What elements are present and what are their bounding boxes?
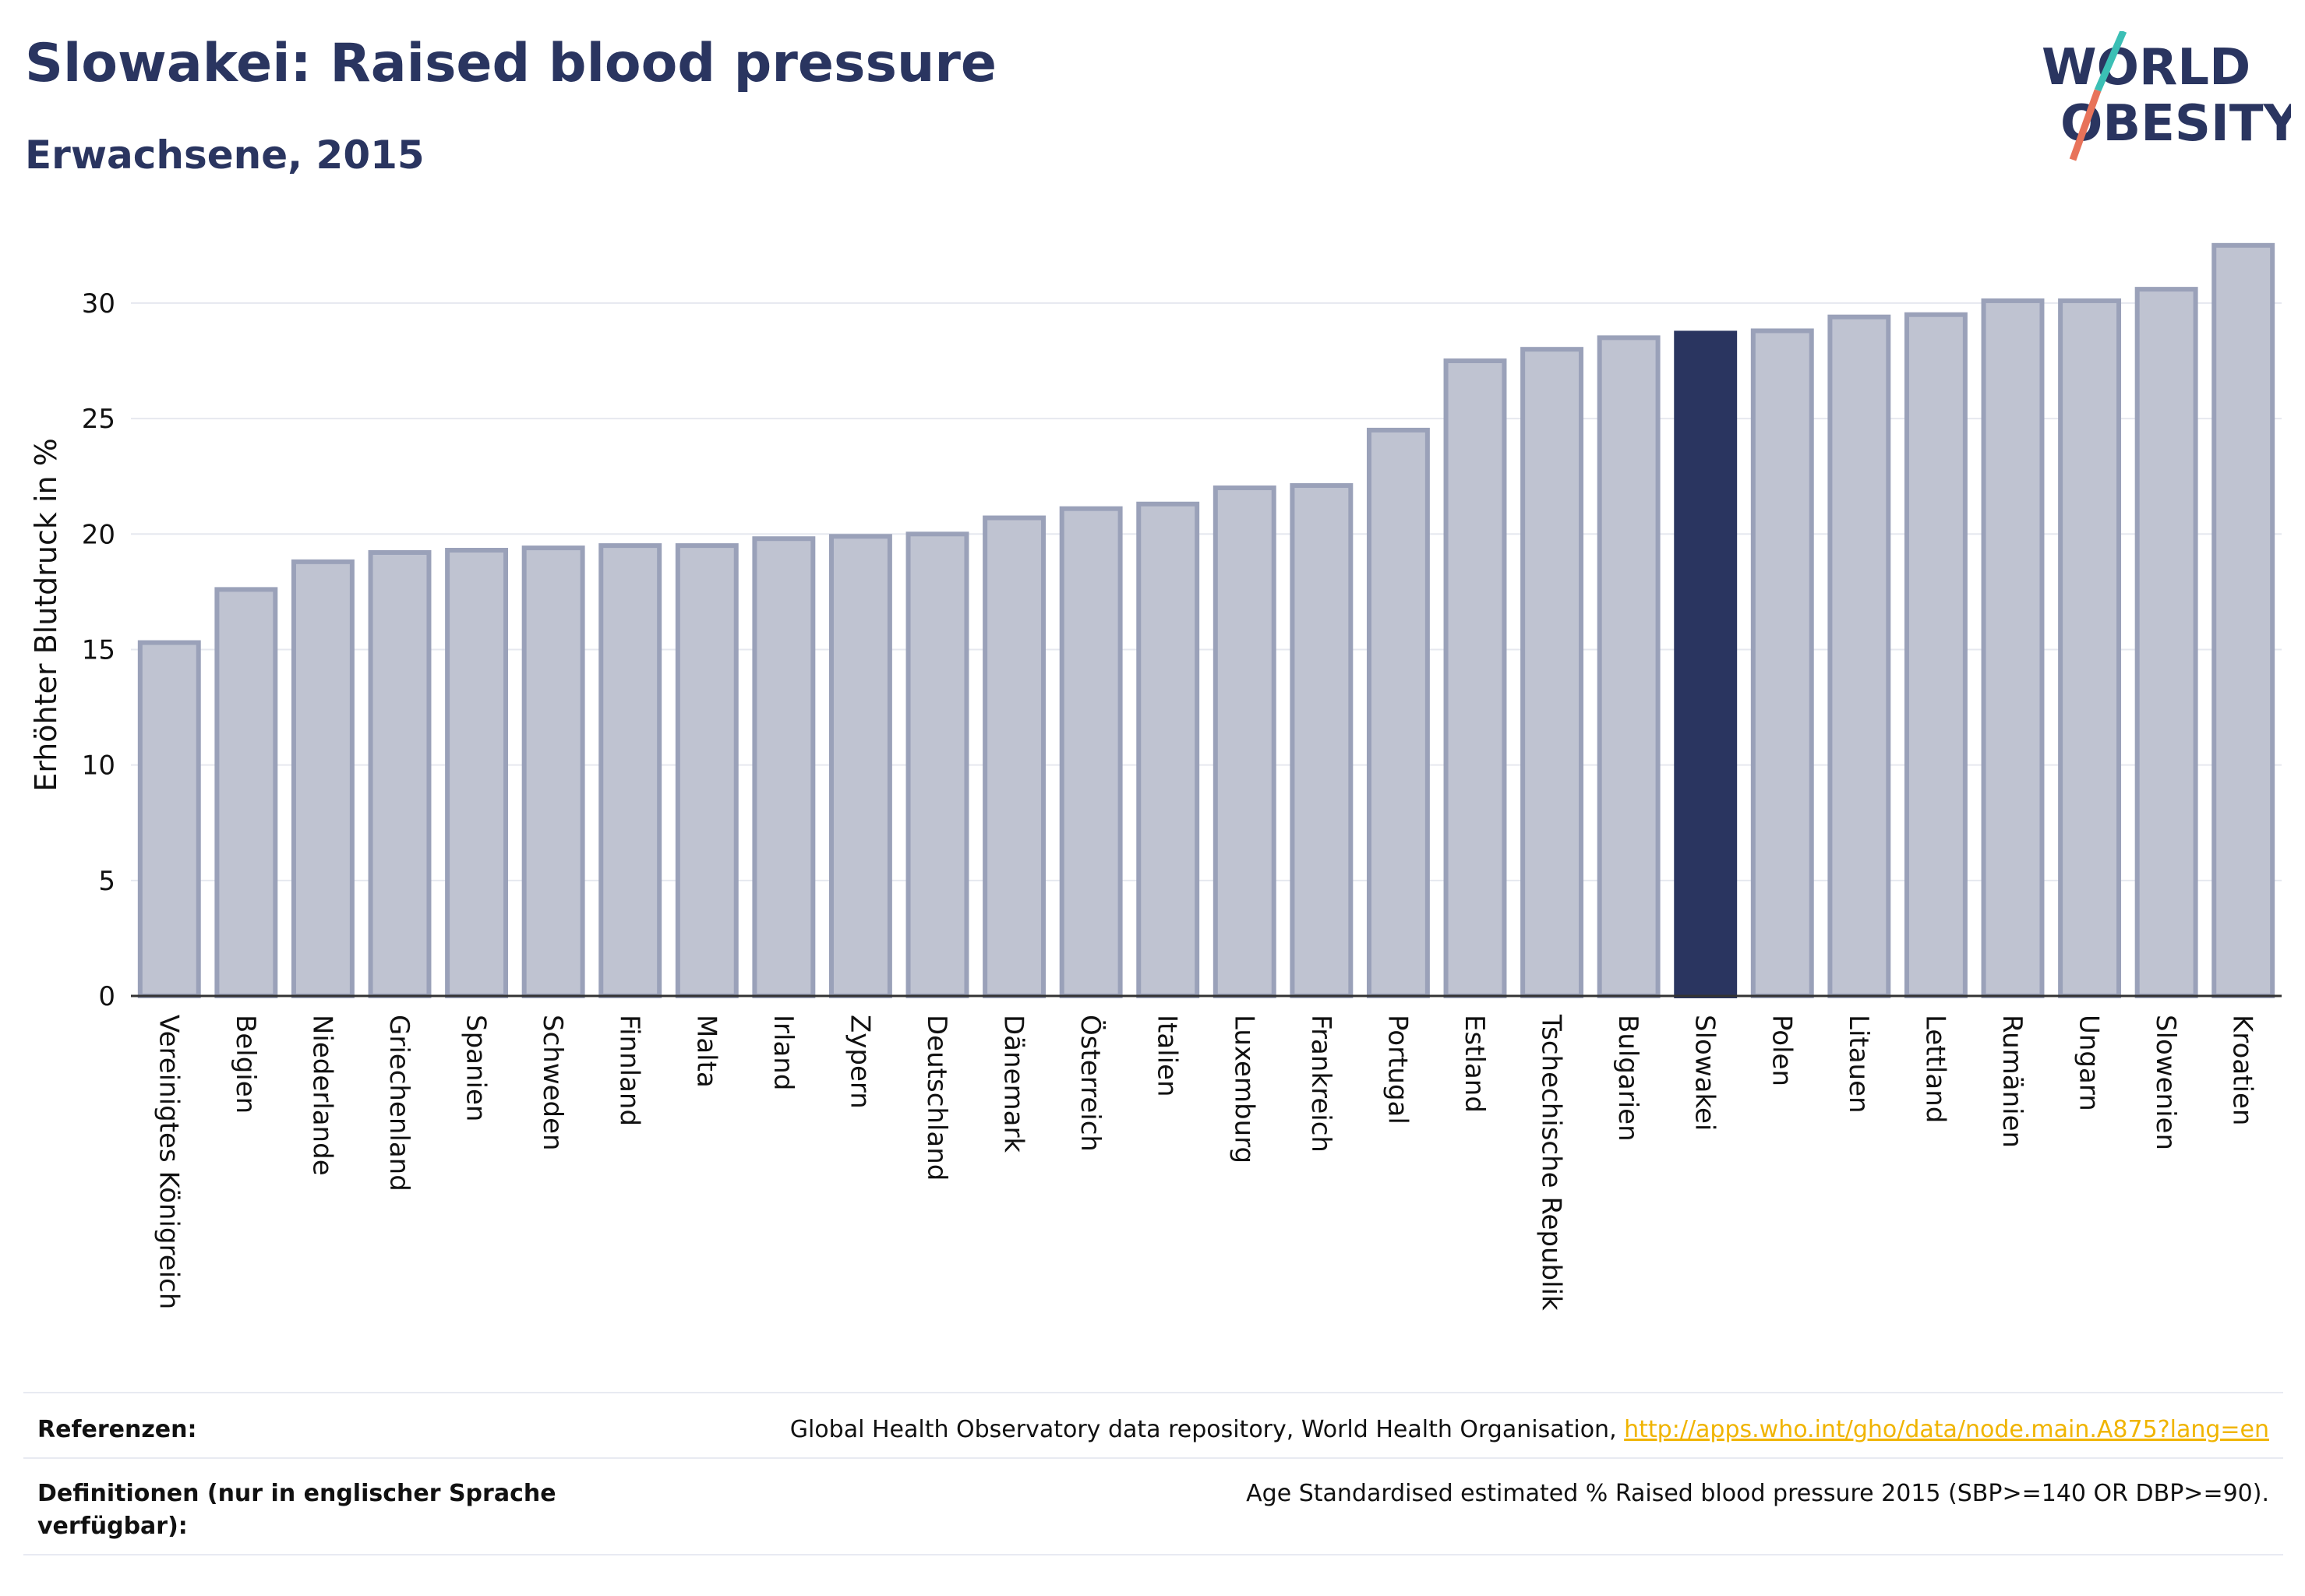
x-tick-label: Italien xyxy=(1152,1015,1183,1097)
x-tick-label: Österreich xyxy=(1075,1015,1107,1152)
y-axis-label: Erhöhter Blutdruck in % xyxy=(29,438,63,792)
logo-slash-coral xyxy=(2069,89,2102,161)
bar xyxy=(1750,328,1814,998)
x-tick-label: Slowakei xyxy=(1689,1015,1721,1131)
logo-line1: WORLD xyxy=(2042,39,2250,97)
x-tick-label: Luxemburg xyxy=(1228,1015,1259,1163)
logo-line2: OBESITY xyxy=(2060,95,2291,153)
definitions-label: Definitionen (nur in englischer Sprache … xyxy=(37,1480,556,1540)
bar xyxy=(2211,242,2275,998)
bar xyxy=(521,546,585,998)
x-tick-label: Ungarn xyxy=(2074,1015,2105,1111)
x-tick-label: Griechenland xyxy=(383,1015,415,1192)
bar xyxy=(291,559,355,998)
footer-divider-middle xyxy=(23,1457,2283,1459)
bar xyxy=(1520,347,1584,998)
bar xyxy=(1366,427,1430,998)
x-tick-label: Deutschland xyxy=(921,1015,952,1181)
footer-divider-bottom xyxy=(23,1554,2283,1555)
x-tick-label: Malta xyxy=(690,1015,722,1088)
bar xyxy=(214,587,278,998)
bar xyxy=(368,549,432,998)
bar xyxy=(828,534,892,998)
x-tick-label: Belgien xyxy=(230,1015,261,1114)
references-label: Referenzen: xyxy=(37,1416,197,1443)
x-tick-label: Rumänien xyxy=(1996,1015,2028,1148)
references-value: Global Health Observatory data repositor… xyxy=(790,1414,2269,1446)
x-tick-label: Schweden xyxy=(537,1015,568,1151)
x-tick-label: Kroatien xyxy=(2227,1015,2258,1125)
page-title: Slowakei: Raised blood pressure xyxy=(25,33,997,94)
x-tick-label: Spanien xyxy=(461,1015,492,1121)
x-tick-label: Bulgarien xyxy=(1612,1015,1643,1142)
x-tick-label: Litauen xyxy=(1843,1015,1874,1114)
x-tick-label: Slowenien xyxy=(2150,1015,2181,1150)
references-link[interactable]: http://apps.who.int/gho/data/node.main.A… xyxy=(1624,1416,2269,1443)
footer-divider-top xyxy=(23,1392,2283,1393)
bar xyxy=(137,640,201,999)
y-tick-label: 15 xyxy=(82,634,115,666)
y-tick-label: 25 xyxy=(82,404,115,435)
y-tick-label: 30 xyxy=(82,288,115,320)
definitions-value: Age Standardised estimated % Raised bloo… xyxy=(1246,1480,2269,1507)
x-tick-label: Lettland xyxy=(1919,1015,1950,1123)
x-tick-label: Irland xyxy=(768,1015,799,1090)
bar xyxy=(2134,287,2198,998)
x-tick-label: Frankreich xyxy=(1305,1015,1336,1153)
references-text: Global Health Observatory data repositor… xyxy=(789,1416,1625,1443)
y-tick-label: 5 xyxy=(98,866,115,897)
bar xyxy=(1904,312,1968,998)
bar xyxy=(675,543,739,998)
x-tick-label: Dänemark xyxy=(998,1015,1029,1153)
bar xyxy=(1827,314,1891,998)
bar xyxy=(1290,483,1354,998)
bar xyxy=(1597,335,1661,998)
bar xyxy=(1674,330,1738,999)
x-tick-label: Zypern xyxy=(844,1015,875,1109)
y-tick-label: 10 xyxy=(82,750,115,782)
x-tick-label: Tschechische Republik xyxy=(1536,1014,1567,1311)
x-tick-label: Vereinigtes Königreich xyxy=(153,1015,184,1309)
bar xyxy=(905,531,969,998)
bar xyxy=(1136,501,1200,998)
bar xyxy=(1981,298,2045,999)
bar xyxy=(1213,486,1276,998)
bar xyxy=(1059,506,1123,998)
bar xyxy=(983,515,1047,998)
bar xyxy=(2058,298,2122,999)
x-tick-label: Portugal xyxy=(1382,1015,1413,1125)
x-tick-label: Estland xyxy=(1459,1015,1490,1113)
logo-slash-teal xyxy=(2094,31,2127,92)
bar xyxy=(445,548,509,998)
y-tick-label: 20 xyxy=(82,519,115,550)
bar xyxy=(598,543,662,998)
page-subtitle: Erwachsene, 2015 xyxy=(25,132,425,178)
y-tick-label: 0 xyxy=(98,981,115,1012)
bar xyxy=(752,536,816,998)
world-obesity-logo: WORLD OBESITY xyxy=(2042,31,2291,161)
bar-chart: 0 5 10 15 20 25 30 Erhöhter Blutdruck in % Verei… xyxy=(29,242,2282,1311)
x-tick-label: Finnland xyxy=(614,1015,645,1126)
x-tick-label: Polen xyxy=(1766,1015,1797,1086)
x-tick-label: Niederlande xyxy=(306,1015,337,1176)
bar xyxy=(1443,358,1507,998)
